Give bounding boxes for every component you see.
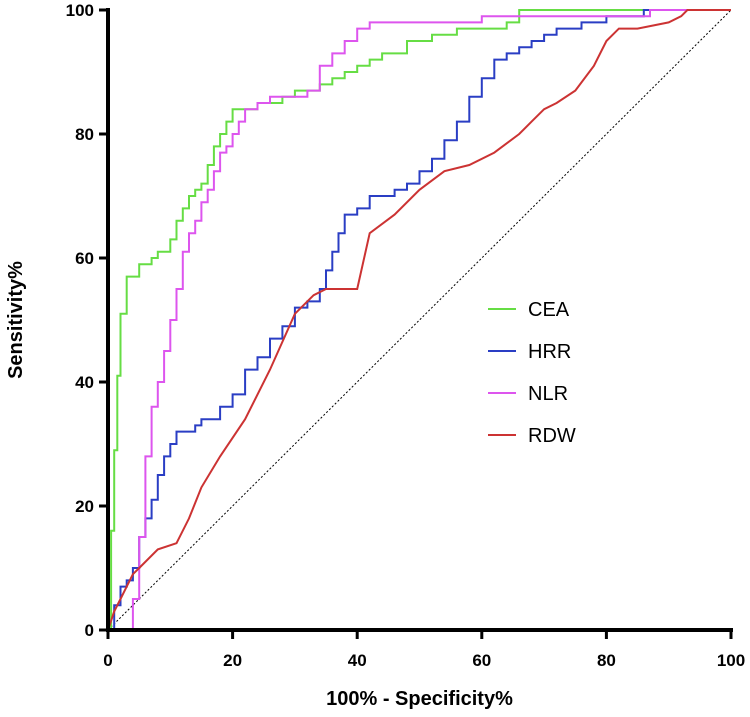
y-tick-label: 60	[75, 249, 94, 268]
y-tick-label: 40	[75, 373, 94, 392]
series-layer	[107, 9, 731, 631]
x-tick-label: 20	[223, 651, 242, 670]
legend: CEA HRR NLR RDW	[488, 299, 576, 447]
x-tick-label: 80	[597, 651, 616, 670]
y-tick-label: 20	[75, 497, 94, 516]
roc-curve-hrr	[108, 9, 731, 631]
reference-diagonal-line	[107, 9, 732, 631]
axes	[106, 8, 733, 632]
y-tick-label: 0	[85, 621, 94, 640]
roc-curve-nlr	[108, 9, 731, 631]
x-axis-ticks: 0 20 40 60 80 100	[103, 630, 745, 670]
legend-label-rdw: RDW	[528, 425, 576, 447]
x-tick-label: 60	[472, 651, 491, 670]
legend-label-nlr: NLR	[528, 383, 568, 405]
legend-label-hrr: HRR	[528, 341, 571, 363]
legend-label-cea: CEA	[528, 299, 570, 321]
x-tick-label: 40	[348, 651, 367, 670]
y-tick-label: 80	[75, 125, 94, 144]
y-tick-label: 100	[66, 1, 94, 20]
x-axis-title: 100% - Specificity%	[326, 688, 513, 710]
x-tick-label: 0	[103, 651, 112, 670]
reference-line-group	[107, 9, 732, 631]
roc-curve-rdw	[107, 9, 731, 631]
y-axis-title: Sensitivity%	[5, 261, 27, 379]
y-axis-ticks: 0 20 40 60 80 100	[66, 1, 108, 640]
x-tick-label: 100	[717, 651, 745, 670]
roc-curve-cea	[108, 9, 731, 631]
